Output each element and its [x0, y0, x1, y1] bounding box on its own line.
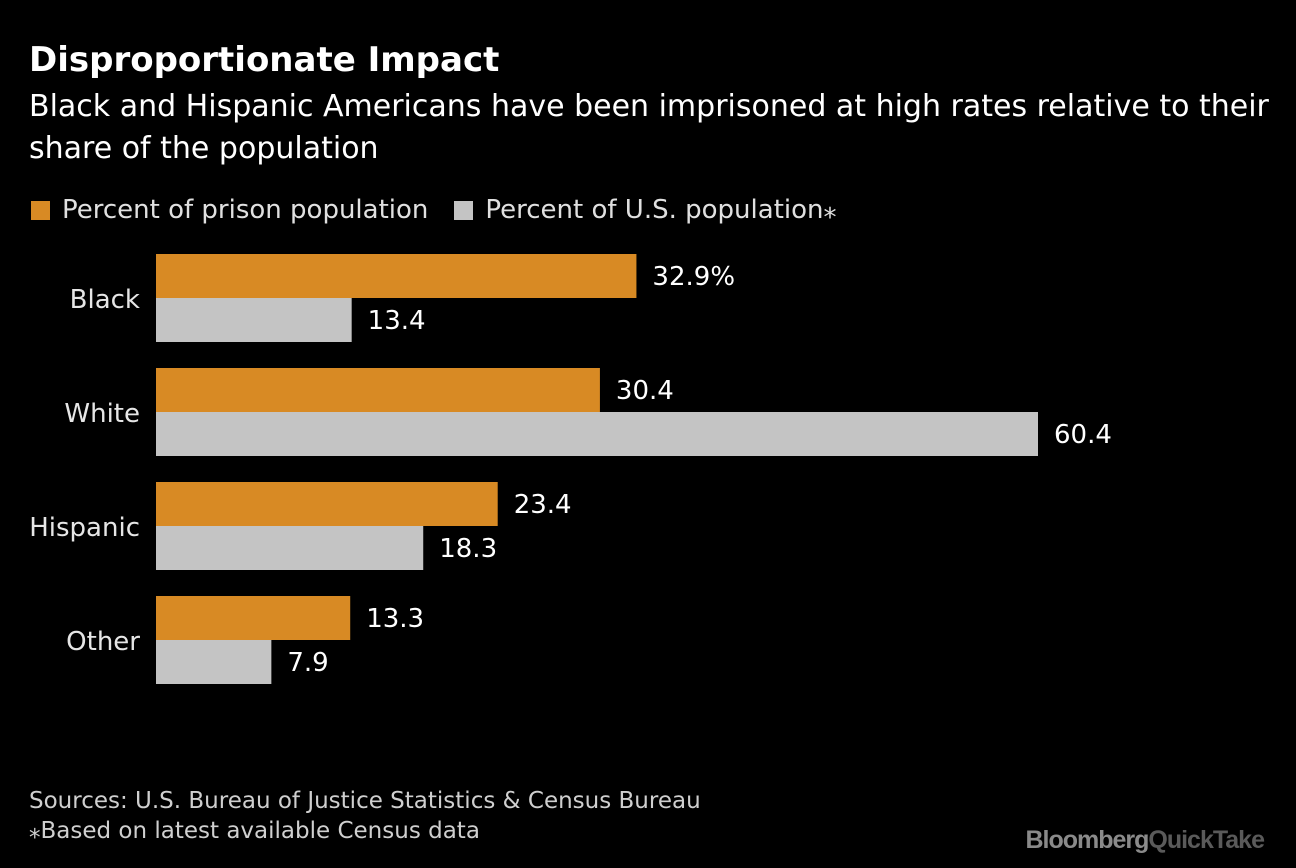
value-label-prison-hispanic: 23.4 — [514, 490, 572, 520]
legend-swatch-prison — [31, 200, 50, 220]
value-label-us-population-other: 7.9 — [287, 648, 328, 678]
category-label-white: White — [64, 399, 140, 429]
value-label-prison-other: 13.3 — [366, 604, 424, 634]
value-label-us-population-white: 60.4 — [1054, 420, 1112, 450]
bar-us-population-black — [156, 298, 352, 342]
value-label-prison-black: 32.9% — [652, 262, 735, 292]
chart-title: Disproportionate Impact — [29, 40, 500, 80]
footer: Sources: U.S. Bureau of Justice Statisti… — [29, 786, 701, 846]
value-label-us-population-black: 13.4 — [368, 306, 426, 336]
sources-note: Sources: U.S. Bureau of Justice Statisti… — [29, 788, 701, 814]
category-label-black: Black — [70, 285, 140, 315]
legend-item-us-population: Percent of U.S. population⁎ — [454, 195, 837, 225]
census-footnote: ⁎Based on latest available Census data — [29, 818, 480, 844]
value-label-us-population-hispanic: 18.3 — [439, 534, 497, 564]
logo-bloomberg: Bloomberg — [1025, 826, 1149, 854]
bar-us-population-other — [156, 640, 272, 684]
category-label-hispanic: Hispanic — [29, 513, 140, 543]
legend-label-us-population: Percent of U.S. population⁎ — [485, 195, 837, 225]
bar-prison-other — [156, 596, 351, 640]
legend-label-prison: Percent of prison population — [62, 195, 429, 225]
legend-swatch-us-population — [454, 200, 474, 220]
bar-prison-black — [156, 254, 637, 298]
bar-chart: Black 32.9% 13.4 White 30.4 60.4 Hispanic 23.4 1… — [29, 254, 1112, 684]
bar-prison-hispanic — [156, 482, 498, 526]
chart-subtitle: Black and Hispanic Americans have been i… — [29, 89, 1269, 166]
logo-quicktake: QuickTake — [1148, 826, 1265, 854]
legend: Percent of prison population Percent of … — [31, 192, 863, 228]
category-label-other: Other — [66, 627, 140, 657]
bloomberg-quicktake-logo: BloombergQuickTake — [1025, 826, 1265, 855]
legend-item-prison: Percent of prison population — [31, 195, 428, 225]
bar-prison-white — [156, 368, 600, 412]
value-label-prison-white: 30.4 — [616, 376, 674, 406]
bar-us-population-hispanic — [156, 526, 424, 570]
bar-us-population-white — [156, 412, 1038, 456]
